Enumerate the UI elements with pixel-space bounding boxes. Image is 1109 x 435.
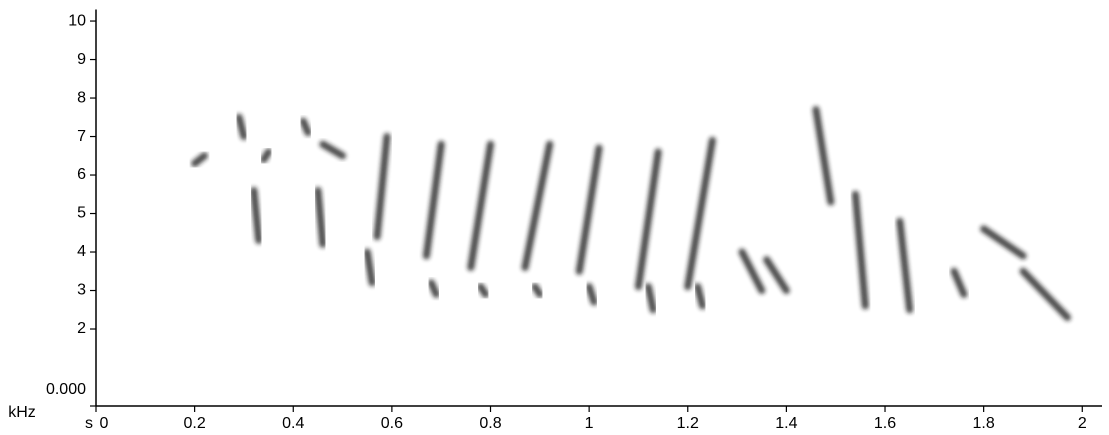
spectral-note xyxy=(422,140,445,260)
spectral-note xyxy=(299,117,312,137)
spectral-note xyxy=(694,283,707,310)
x-tick-label: 1 xyxy=(585,415,594,432)
y-tick-label: 4 xyxy=(77,243,86,260)
x-tick-label: 0 xyxy=(100,415,109,432)
spectral-note xyxy=(427,279,440,298)
x-axis-label: s xyxy=(85,415,93,432)
spectral-note xyxy=(477,283,490,298)
y-axis-label: kHz xyxy=(8,404,36,421)
spectral-note xyxy=(260,148,273,164)
y-tick-label: 0.000 xyxy=(46,381,86,398)
spectral-note xyxy=(373,133,391,241)
spectral-note xyxy=(585,283,598,306)
x-tick-label: 0.6 xyxy=(381,415,403,432)
x-tick-label: 1.6 xyxy=(874,415,896,432)
spectral-note xyxy=(851,190,869,310)
spectral-note xyxy=(363,248,376,287)
x-tick-label: 1.2 xyxy=(677,415,699,432)
spectral-note xyxy=(644,283,657,314)
spectral-note xyxy=(319,140,347,160)
x-tick-label: 1.8 xyxy=(973,415,995,432)
y-tick-label: 6 xyxy=(77,166,86,183)
spectral-note xyxy=(1019,267,1071,321)
spectral-note xyxy=(235,113,248,141)
spectral-note xyxy=(950,267,968,298)
spectral-note xyxy=(738,248,766,295)
x-tick-label: 0.8 xyxy=(479,415,501,432)
y-tick-label: 3 xyxy=(77,282,86,299)
spectral-note xyxy=(314,186,327,248)
y-tick-label: 5 xyxy=(77,205,86,222)
y-tick-label: 8 xyxy=(77,89,86,106)
y-tick-label: 9 xyxy=(77,51,86,68)
x-tick-label: 0.2 xyxy=(184,415,206,432)
spectral-note xyxy=(634,148,662,291)
y-tick-label: 10 xyxy=(68,12,86,29)
y-tick-label: 7 xyxy=(77,128,86,145)
spectral-note xyxy=(467,140,495,271)
x-tick-label: 1.4 xyxy=(775,415,797,432)
spectral-note xyxy=(980,225,1027,260)
spectral-note xyxy=(575,144,603,275)
spectral-note xyxy=(521,140,554,271)
spectral-note xyxy=(763,256,790,295)
spectral-note xyxy=(812,106,835,206)
x-tick-label: 2 xyxy=(1078,415,1087,432)
spectral-note xyxy=(896,217,914,314)
spectral-note xyxy=(191,152,208,167)
spectral-note xyxy=(250,186,263,244)
x-tick-label: 0.4 xyxy=(282,415,304,432)
y-tick-label: 2 xyxy=(77,320,86,337)
spectral-note xyxy=(684,136,716,291)
spectral-note xyxy=(531,283,544,298)
